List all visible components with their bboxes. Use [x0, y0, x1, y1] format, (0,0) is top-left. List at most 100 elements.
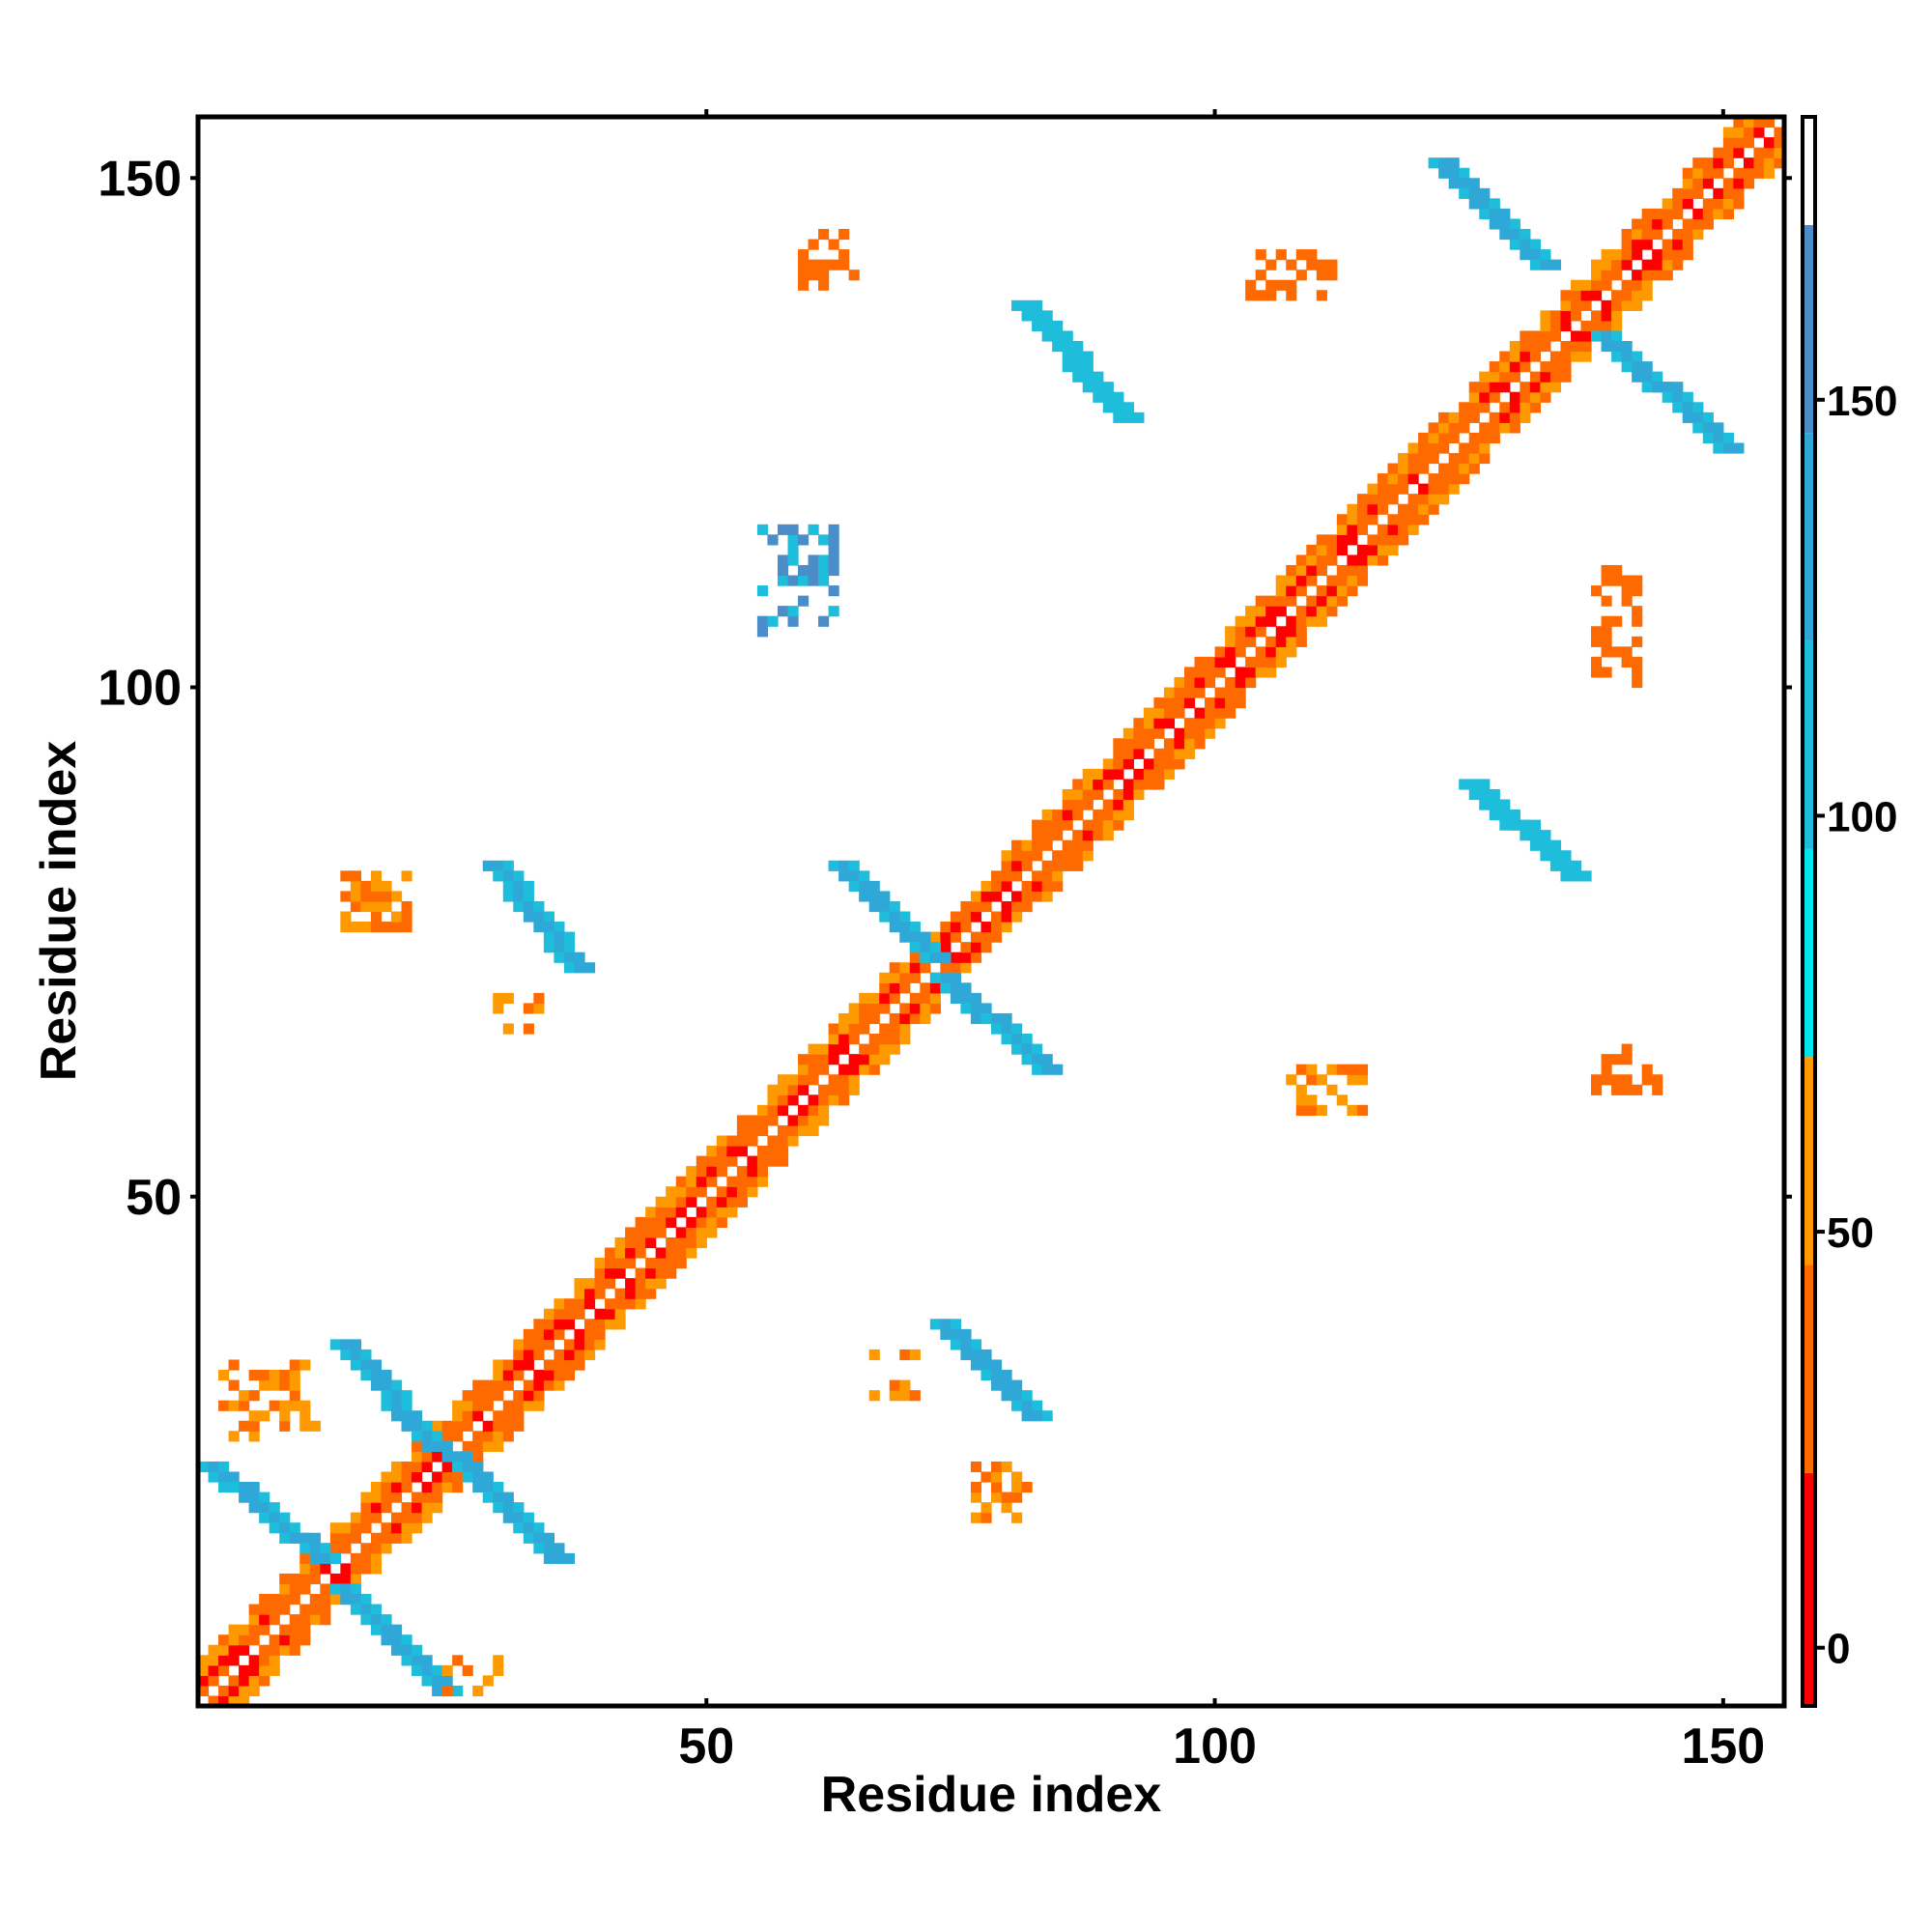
heatmap-cell: [1194, 656, 1206, 668]
heatmap-cell: [1032, 320, 1043, 332]
heatmap-cell: [1072, 371, 1084, 383]
heatmap-cell: [1722, 137, 1734, 149]
heatmap-cell: [218, 1482, 230, 1493]
heatmap-cell: [533, 1339, 545, 1350]
heatmap-cell: [1468, 382, 1480, 393]
heatmap-cell: [1102, 830, 1114, 841]
heatmap-cell: [329, 1594, 341, 1605]
heatmap-cell: [239, 1420, 250, 1432]
heatmap-cell: [1468, 788, 1480, 801]
heatmap-cell: [1418, 442, 1430, 454]
heatmap-cell: [1001, 1492, 1012, 1503]
heatmap-cell: [502, 1492, 514, 1503]
heatmap-cell: [1418, 483, 1430, 495]
heatmap-cell: [736, 1146, 748, 1157]
heatmap-cell: [838, 860, 850, 871]
heatmap-cell: [1032, 1064, 1043, 1075]
heatmap-cell: [1611, 320, 1623, 332]
heatmap-cell: [970, 1339, 982, 1350]
heatmap-cell: [1174, 758, 1185, 770]
heatmap-cell: [554, 931, 565, 943]
heatmap-cell: [980, 1512, 992, 1523]
heatmap-cell: [320, 1614, 331, 1626]
heatmap-cell: [1549, 839, 1562, 851]
heatmap-cell: [696, 1155, 707, 1167]
heatmap-cell: [1235, 646, 1246, 658]
heatmap-cell: [1133, 718, 1145, 729]
heatmap-cell: [1682, 167, 1693, 179]
heatmap-cell: [787, 1084, 799, 1095]
heatmap-cell: [614, 1258, 626, 1269]
heatmap-cell: [1194, 707, 1206, 719]
heatmap-cell: [441, 1685, 453, 1697]
heatmap-cell: [970, 1003, 982, 1014]
heatmap-cell: [1489, 422, 1500, 434]
heatmap-cell: [1143, 738, 1155, 750]
heatmap-cell: [1407, 442, 1419, 454]
heatmap-cell: [1093, 779, 1104, 790]
heatmap-cell: [390, 1492, 403, 1503]
heatmap-cell: [381, 1522, 392, 1534]
heatmap-cell: [1245, 667, 1257, 678]
heatmap-cell: [777, 1084, 789, 1095]
heatmap-cell: [635, 1236, 646, 1249]
heatmap-cell: [1316, 595, 1327, 607]
heatmap-cell: [1306, 1094, 1318, 1106]
heatmap-cell: [899, 1003, 911, 1014]
heatmap-cell: [838, 259, 850, 270]
heatmap-cell: [390, 1532, 403, 1544]
heatmap-cell: [1520, 351, 1531, 362]
heatmap-cell: [412, 1644, 423, 1656]
heatmap-cell: [1011, 900, 1023, 913]
heatmap-cell: [1102, 391, 1114, 403]
heatmap-cell: [767, 1104, 779, 1116]
heatmap-cell: [513, 1370, 525, 1381]
heatmap-cell: [960, 992, 972, 1004]
heatmap-cell: [543, 1319, 554, 1330]
heatmap-cell: [289, 1370, 300, 1381]
heatmap-cell: [228, 1624, 240, 1635]
heatmap-cell: [533, 992, 545, 1004]
heatmap-cell: [381, 1614, 392, 1626]
heatmap-cell: [1306, 575, 1318, 586]
heatmap-cell: [452, 1431, 464, 1442]
heatmap-cell: [798, 575, 810, 586]
heatmap-cell: [1692, 228, 1704, 241]
heatmap-cell: [401, 870, 412, 882]
heatmap-cell: [1245, 290, 1257, 301]
heatmap-cell: [1032, 830, 1043, 841]
heatmap-cell: [1062, 860, 1073, 871]
heatmap-cell: [381, 880, 392, 893]
heatmap-cell: [950, 922, 962, 933]
heatmap-cell: [1529, 249, 1541, 261]
heatmap-cell: [412, 1512, 423, 1523]
heatmap-cell: [666, 1216, 677, 1228]
heatmap-cell: [1194, 738, 1206, 750]
heatmap-cell: [279, 1370, 291, 1381]
heatmap-cell: [1570, 299, 1582, 311]
heatmap-cell: [1245, 636, 1257, 647]
heatmap-cell: [523, 1349, 534, 1361]
heatmap-cell: [218, 1400, 230, 1411]
heatmap-cell: [218, 1471, 230, 1483]
heatmap-cell: [1072, 799, 1084, 810]
heatmap-cell: [1722, 157, 1734, 169]
heatmap-cell: [1448, 412, 1460, 423]
heatmap-cell: [1052, 1064, 1064, 1075]
heatmap-cell: [614, 1288, 626, 1299]
heatmap-cell: [1011, 299, 1023, 311]
heatmap-cell: [1011, 911, 1023, 923]
heatmap-cell: [828, 606, 839, 617]
heatmap-cell: [1001, 1502, 1012, 1514]
heatmap-cell: [299, 1624, 311, 1635]
heatmap-cell: [889, 911, 900, 923]
heatmap-cell: [1163, 707, 1176, 719]
heatmap-cell: [1347, 575, 1358, 586]
heatmap-cell: [848, 270, 860, 281]
heatmap-cell: [1336, 514, 1348, 526]
heatmap-cell: [767, 1135, 779, 1147]
heatmap-cell: [1560, 860, 1572, 871]
heatmap-cell: [625, 1298, 637, 1310]
heatmap-cell: [1733, 127, 1745, 138]
heatmap-cell: [1093, 768, 1104, 781]
